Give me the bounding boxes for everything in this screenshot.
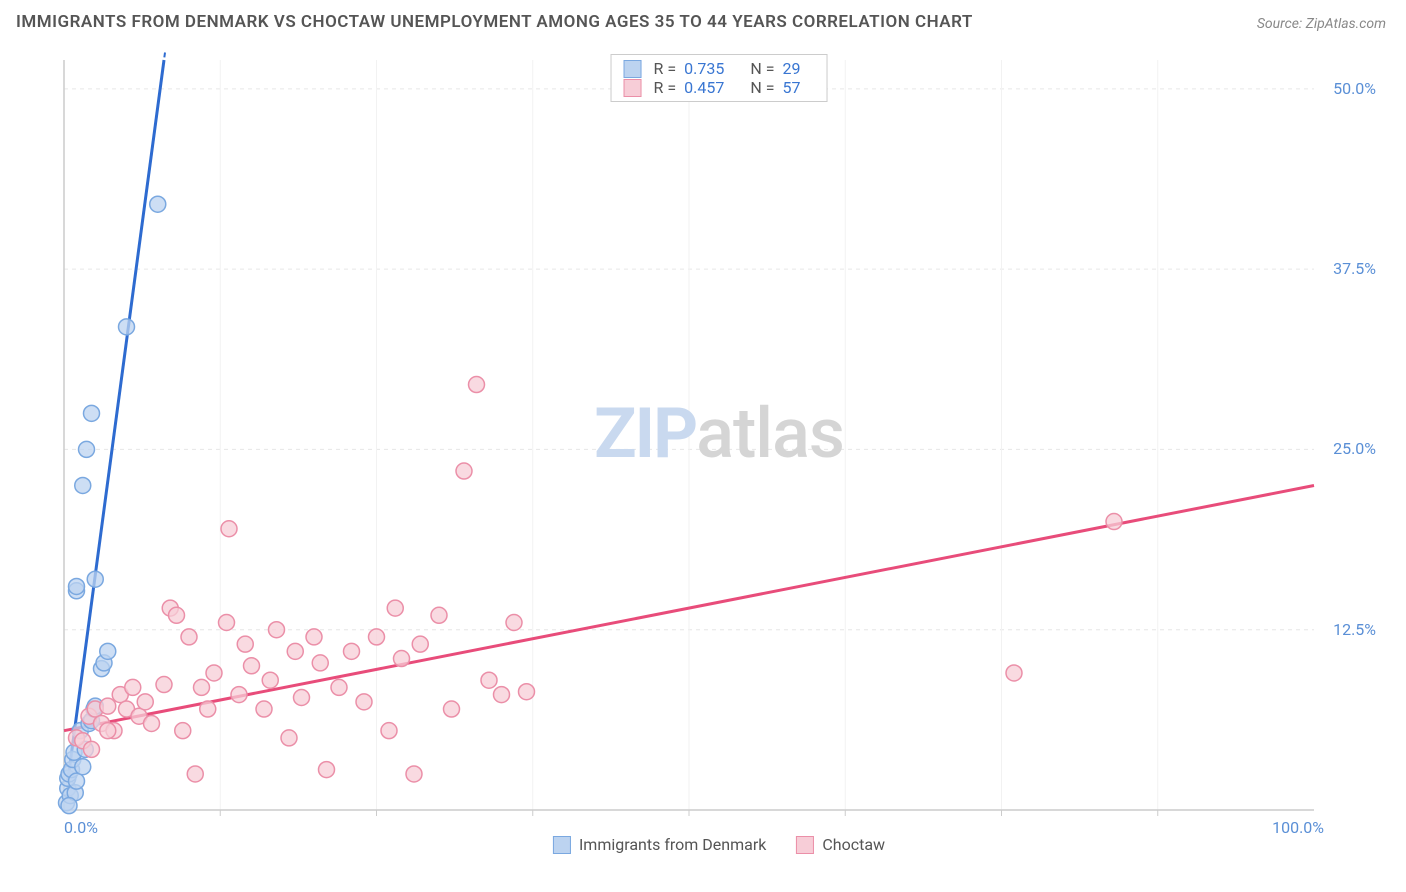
n-value-choctaw: 57 (782, 78, 800, 97)
r-label: R = (654, 78, 677, 97)
y-tick-label: 37.5% (1333, 259, 1376, 278)
scatter-plot: ZIPatlas R = 0.735 N = 29 R = 0.457 N = … (54, 50, 1384, 850)
chart-title: IMMIGRANTS FROM DENMARK VS CHOCTAW UNEMP… (16, 12, 973, 32)
n-value-denmark: 29 (782, 59, 800, 78)
correlation-legend: R = 0.735 N = 29 R = 0.457 N = 57 (611, 54, 828, 102)
chart-canvas (54, 50, 1384, 850)
swatch-choctaw (624, 79, 642, 97)
legend-label-choctaw: Choctaw (822, 835, 885, 854)
legend-swatch-choctaw (796, 836, 814, 854)
r-value-choctaw: 0.457 (684, 78, 724, 97)
legend-row-choctaw: R = 0.457 N = 57 (624, 78, 815, 97)
legend-item-choctaw: Choctaw (796, 835, 885, 854)
y-tick-label: 50.0% (1333, 79, 1376, 98)
n-label: N = (750, 78, 774, 97)
x-tick-label: 0.0% (64, 818, 98, 837)
legend-row-denmark: R = 0.735 N = 29 (624, 59, 815, 78)
y-tick-label: 12.5% (1333, 620, 1376, 639)
n-label: N = (750, 59, 774, 78)
x-tick-label: 100.0% (1272, 818, 1324, 837)
r-label: R = (654, 59, 677, 78)
legend-label-denmark: Immigrants from Denmark (579, 835, 766, 854)
source-attribution: Source: ZipAtlas.com (1257, 16, 1386, 32)
y-tick-label: 25.0% (1333, 439, 1376, 458)
legend-swatch-denmark (553, 836, 571, 854)
r-value-denmark: 0.735 (684, 59, 724, 78)
series-legend: Immigrants from Denmark Choctaw (553, 835, 885, 854)
swatch-denmark (624, 60, 642, 78)
legend-item-denmark: Immigrants from Denmark (553, 835, 766, 854)
